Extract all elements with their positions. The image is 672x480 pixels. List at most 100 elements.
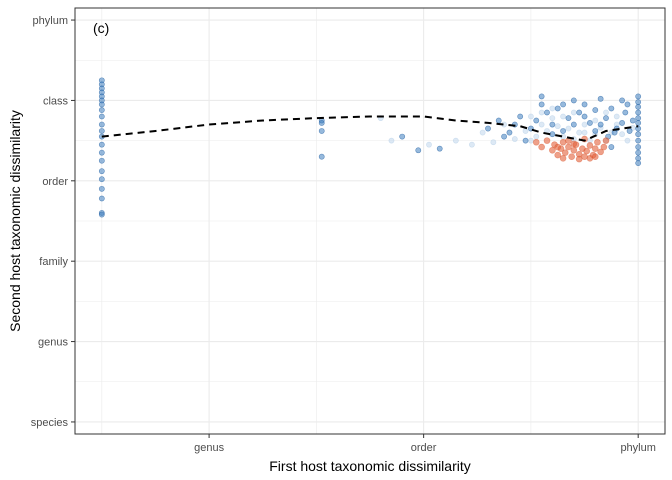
point-blue: [506, 129, 513, 136]
point-light: [479, 129, 486, 136]
point-blue: [517, 113, 524, 120]
point-red: [597, 148, 604, 156]
point-blue: [98, 128, 105, 134]
point-blue: [619, 120, 625, 126]
point-blue: [98, 101, 105, 108]
x-tick-label: order: [411, 442, 437, 454]
point-light: [538, 109, 545, 116]
point-blue: [98, 185, 105, 192]
point-red: [549, 146, 556, 154]
point-blue: [635, 120, 642, 126]
point-red: [586, 155, 594, 162]
point-blue: [635, 115, 642, 122]
point-blue: [98, 176, 105, 183]
point-light: [554, 123, 561, 130]
point-red: [532, 138, 540, 146]
point-blue: [485, 125, 491, 132]
point-light: [560, 113, 566, 120]
point-light: [538, 121, 545, 128]
grid-lines: [75, 8, 665, 434]
point-blue: [318, 120, 325, 126]
point-light: [624, 137, 631, 144]
point-blue: [624, 101, 631, 108]
x-axis-title: First host taxonomic dissimilarity: [269, 458, 471, 474]
points-group: [98, 77, 642, 218]
point-light: [469, 141, 475, 148]
point-red: [561, 149, 569, 156]
point-blue: [98, 121, 105, 128]
point-red: [543, 137, 551, 144]
point-red: [602, 137, 610, 144]
point-blue: [533, 117, 540, 124]
point-blue: [98, 113, 105, 120]
point-blue: [635, 99, 642, 105]
y-tick-label: species: [31, 417, 69, 429]
point-red: [600, 143, 608, 151]
point-blue: [619, 97, 625, 104]
point-blue: [565, 115, 572, 122]
point-blue: [544, 109, 550, 116]
point-light: [619, 131, 625, 138]
point-red: [591, 145, 599, 152]
point-blue: [608, 144, 615, 150]
point-red: [575, 155, 583, 163]
point-blue: [626, 128, 633, 134]
point-blue: [622, 109, 629, 116]
point-light: [581, 121, 588, 128]
y-tick-label: family: [39, 256, 68, 268]
point-light: [581, 129, 588, 136]
point-blue: [98, 149, 105, 156]
point-red: [554, 151, 562, 159]
panel-label: (c): [93, 20, 109, 36]
point-blue: [635, 93, 642, 100]
point-blue: [635, 155, 642, 162]
point-blue: [592, 107, 599, 113]
point-light: [603, 109, 609, 116]
point-light: [452, 137, 459, 144]
point-blue: [635, 137, 642, 144]
point-red: [559, 155, 567, 162]
panel-border: [74, 7, 666, 435]
point-light: [576, 129, 583, 136]
point-blue: [554, 105, 561, 112]
point-light: [565, 125, 572, 132]
point-blue: [98, 211, 105, 218]
y-axis-ticks: species genus family order class phylum: [31, 15, 75, 429]
y-axis-title: Second host taxonomic dissimilarity: [7, 110, 23, 332]
point-blue: [415, 147, 422, 154]
point-red: [570, 140, 578, 148]
point-blue: [549, 121, 556, 128]
point-blue: [581, 101, 588, 108]
point-blue: [538, 101, 545, 108]
point-blue: [560, 101, 566, 108]
point-red: [559, 138, 567, 146]
point-blue: [318, 153, 325, 160]
point-blue: [592, 128, 599, 134]
point-light: [592, 117, 599, 124]
point-blue: [635, 144, 642, 150]
y-tick-label: order: [42, 176, 68, 188]
point-blue: [495, 117, 502, 124]
point-blue: [629, 117, 636, 124]
y-tick-label: phylum: [33, 15, 68, 27]
point-light: [511, 136, 518, 142]
point-light: [522, 128, 529, 134]
point-red: [583, 147, 590, 155]
point-blue: [98, 157, 105, 164]
point-blue: [597, 121, 604, 128]
point-light: [549, 105, 556, 112]
point-blue: [635, 160, 642, 167]
point-blue: [318, 128, 325, 134]
point-blue: [635, 103, 642, 110]
x-tick-label: phylum: [620, 442, 655, 454]
point-blue: [570, 97, 577, 104]
point-blue: [570, 121, 577, 128]
point-light: [528, 137, 534, 144]
point-blue: [98, 141, 105, 148]
point-blue: [501, 133, 507, 140]
point-blue: [635, 131, 642, 138]
point-light: [528, 113, 534, 120]
point-blue: [560, 128, 566, 134]
point-blue: [635, 149, 642, 156]
point-blue: [608, 105, 615, 112]
